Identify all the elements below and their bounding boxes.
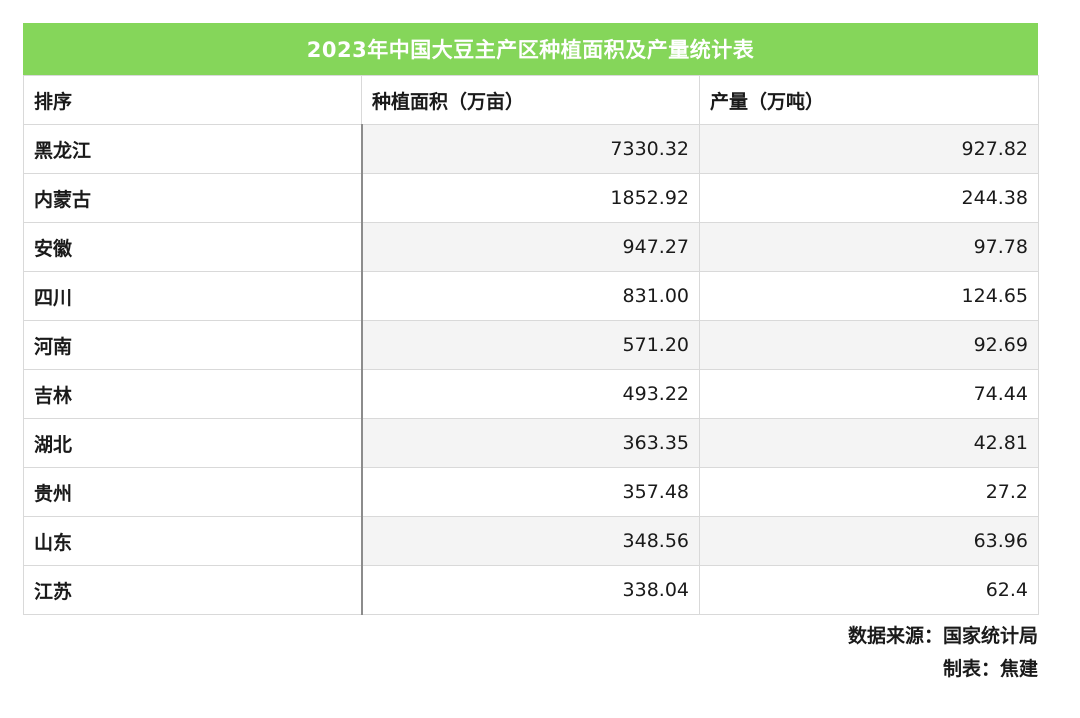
- region-cell: 山东: [23, 516, 363, 566]
- table-row: 黑龙江 7330.32 927.82: [23, 124, 1039, 174]
- area-cell: 7330.32: [361, 124, 700, 174]
- table-row: 贵州 357.48 27.2: [23, 467, 1039, 517]
- region-cell: 贵州: [23, 467, 363, 517]
- table-row: 内蒙古 1852.92 244.38: [23, 173, 1039, 223]
- area-cell: 357.48: [361, 467, 700, 517]
- table-row: 山东 348.56 63.96: [23, 516, 1039, 566]
- output-cell: 92.69: [699, 320, 1039, 370]
- area-cell: 1852.92: [361, 173, 700, 223]
- area-cell: 363.35: [361, 418, 700, 468]
- header-output: 产量（万吨）: [699, 75, 1039, 125]
- author-note: 制表：焦建: [942, 658, 1038, 680]
- output-cell: 124.65: [699, 271, 1039, 321]
- output-cell: 244.38: [699, 173, 1039, 223]
- output-cell: 27.2: [699, 467, 1039, 517]
- area-cell: 338.04: [361, 565, 700, 615]
- data-table-container: 2023年中国大豆主产区种植面积及产量统计表 排序 种植面积（万亩） 产量（万吨…: [23, 23, 1039, 615]
- output-cell: 74.44: [699, 369, 1039, 419]
- region-cell: 黑龙江: [23, 124, 363, 174]
- table-row: 河南 571.20 92.69: [23, 320, 1039, 370]
- header-area: 种植面积（万亩）: [361, 75, 700, 125]
- table-footer: 数据来源：国家统计局 制表：焦建: [848, 620, 1038, 686]
- output-cell: 927.82: [699, 124, 1039, 174]
- region-cell: 内蒙古: [23, 173, 363, 223]
- area-cell: 493.22: [361, 369, 700, 419]
- data-table: 排序 种植面积（万亩） 产量（万吨） 黑龙江 7330.32 927.82 内蒙…: [23, 75, 1039, 615]
- table-row: 江苏 338.04 62.4: [23, 565, 1039, 615]
- header-rank: 排序: [23, 75, 362, 125]
- table-row: 湖北 363.35 42.81: [23, 418, 1039, 468]
- output-cell: 42.81: [699, 418, 1039, 468]
- region-cell: 安徽: [23, 222, 363, 272]
- table-row: 安徽 947.27 97.78: [23, 222, 1039, 272]
- table-row: 吉林 493.22 74.44: [23, 369, 1039, 419]
- output-cell: 62.4: [699, 565, 1039, 615]
- area-cell: 831.00: [361, 271, 700, 321]
- region-cell: 吉林: [23, 369, 363, 419]
- region-cell: 江苏: [23, 565, 363, 615]
- region-cell: 四川: [23, 271, 363, 321]
- region-cell: 河南: [23, 320, 363, 370]
- area-cell: 947.27: [361, 222, 700, 272]
- output-cell: 97.78: [699, 222, 1039, 272]
- table-header-row: 排序 种植面积（万亩） 产量（万吨）: [23, 75, 1039, 125]
- table-row: 四川 831.00 124.65: [23, 271, 1039, 321]
- table-title: 2023年中国大豆主产区种植面积及产量统计表: [23, 23, 1038, 75]
- data-source-note: 数据来源：国家统计局: [847, 625, 1038, 647]
- region-cell: 湖北: [23, 418, 363, 468]
- output-cell: 63.96: [699, 516, 1039, 566]
- area-cell: 348.56: [361, 516, 700, 566]
- area-cell: 571.20: [361, 320, 700, 370]
